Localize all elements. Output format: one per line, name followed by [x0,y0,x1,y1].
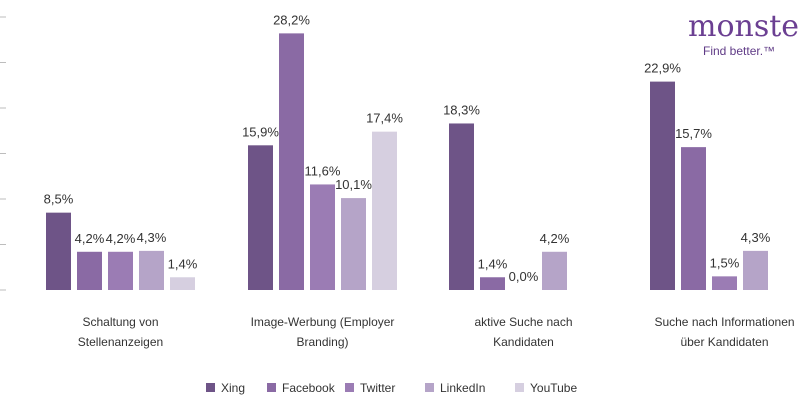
bar-linkedin-1 [139,250,164,290]
bar-linkedin-3 [542,251,567,290]
data-label: 15,9% [242,124,279,139]
data-label: 28,2% [273,12,310,27]
legend-label: Xing [221,381,245,395]
data-label: 4,2% [540,231,570,246]
data-label: 4,2% [106,231,136,246]
bar-twitter-2 [310,184,335,290]
bar-xing-1 [46,212,71,290]
bar-twitter-1 [108,251,133,290]
category-label: Image-Werbung (Employer Branding) [251,315,395,349]
legend: Xing Facebook Twitter LinkedIn YouTube [206,381,577,395]
legend-label: LinkedIn [440,381,485,395]
bar-facebook-4 [681,147,706,290]
bar-facebook-1 [77,251,102,290]
value-labels: 8,5%4,2% 4,2% 4,3%1,4%15,9%28,2%11,6%10,1%… [44,12,771,284]
category-label: aktive Suche nach Kandidaten [474,315,572,349]
legend-swatch [206,383,215,392]
legend-swatch [267,383,276,392]
legend-item-youtube: YouTube [515,381,577,395]
data-label: 1,5% [710,255,740,270]
data-label: 1,4% [478,256,508,271]
legend-swatch [345,383,354,392]
data-label: 4,3% [137,230,167,245]
legend-swatch [515,383,524,392]
monster-logo: monster Find better.™ [688,9,800,59]
legend-item-xing: Xing [206,381,245,395]
data-label: 4,3% [741,230,771,245]
category-label: Schaltung von Stellenanzeigen [78,315,163,349]
legend-item-facebook: Facebook [267,381,336,395]
data-label: 18,3% [443,102,480,117]
legend-swatch [425,383,434,392]
legend-item-linkedin: LinkedIn [425,381,485,395]
data-label: 11,6% [305,163,341,178]
bar-linkedin-4 [743,250,768,290]
data-label: 1,4% [168,256,198,271]
legend-label: Facebook [282,381,336,395]
data-label: 17,4% [366,111,403,126]
data-label: 0,0% [509,269,539,284]
data-label: 4,2% [75,231,105,246]
bar-xing-2 [248,145,273,290]
bar-youtube-1 [170,277,195,290]
legend-label: Twitter [360,381,395,395]
data-label: 15,7% [675,126,712,141]
bar-xing-3 [449,123,474,290]
logo-tagline: Find better.™ [703,44,776,58]
bar-xing-4 [650,81,675,290]
logo-wordmark: monster [688,9,800,44]
legend-label: YouTube [530,381,577,395]
bar-facebook-2 [279,33,304,290]
category-label: Suche nach Informationen über Kandidaten [654,315,794,349]
bars [46,33,768,290]
bar-twitter-4 [712,276,737,290]
bar-facebook-3 [480,277,505,290]
legend-item-twitter: Twitter [345,381,395,395]
category-labels: Schaltung von Stellenanzeigen Image-Werbun… [78,315,795,349]
y-axis-ticks [0,16,6,291]
data-label: 8,5% [44,192,74,207]
data-label: 22,9% [644,61,681,76]
bar-youtube-2 [372,131,397,290]
data-label: 10,1% [335,177,372,192]
bar-linkedin-2 [341,198,366,290]
